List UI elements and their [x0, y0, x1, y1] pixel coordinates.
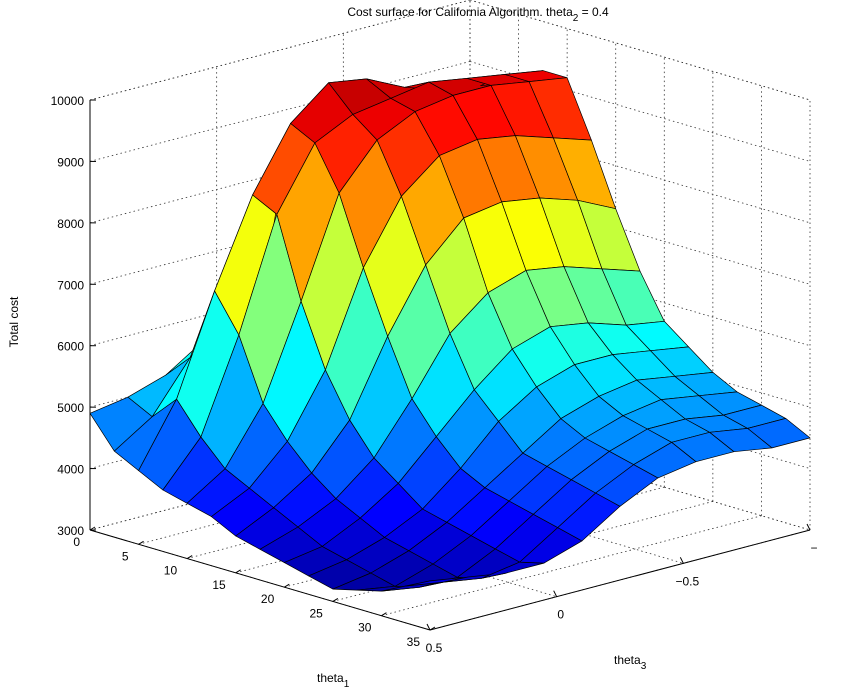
z-tick-label: 4000 — [57, 463, 84, 477]
z-tick-label: 10000 — [51, 94, 85, 108]
y-axis-label: theta3 — [614, 653, 647, 672]
tick-labels: 3000 4000 5000 6000 7000 8000 9000 10000 0 5 10 15 2… — [51, 94, 818, 655]
surface-patch — [747, 418, 811, 449]
surface-mesh — [89, 70, 811, 592]
y-tick-mark — [806, 523, 811, 531]
y-tick-label: −0.5 — [675, 574, 699, 588]
chart-title: Cost surface for California Algorithm. t… — [347, 5, 609, 24]
x-tick-label: 30 — [358, 621, 372, 635]
x-tick-mark — [332, 597, 339, 602]
z-tick-label: 7000 — [57, 278, 84, 292]
y-axis-line — [429, 529, 811, 631]
x-tick-label: 20 — [261, 592, 275, 606]
top-back-edge — [469, 0, 811, 101]
x-tick-mark — [138, 540, 144, 545]
x-tick-mark — [186, 555, 193, 560]
axes-frame — [89, 99, 811, 631]
y-tick-mark — [679, 557, 684, 564]
x-tick-label: 25 — [309, 606, 323, 620]
y-tick-mark — [553, 590, 558, 597]
x-tick-label: 35 — [407, 635, 421, 649]
y-tick-label: 0.5 — [426, 641, 443, 655]
x-tick-label: 5 — [122, 549, 129, 563]
z-tick-label: 3000 — [57, 524, 84, 538]
y-tick-mark — [426, 623, 431, 631]
x-axis-label: theta1 — [317, 671, 350, 690]
x-tick-mark — [381, 612, 387, 617]
x-tick-label: 10 — [164, 564, 178, 578]
y-tick-label: 0 — [557, 608, 564, 622]
z-axis-label: Total cost — [7, 296, 21, 347]
x-tick-label: 0 — [73, 535, 80, 549]
z-tick-label: 9000 — [57, 155, 84, 169]
z-tick-label: 5000 — [57, 401, 84, 415]
x-tick-mark — [429, 626, 436, 631]
x-tick-mark — [235, 569, 241, 574]
x-tick-label: 15 — [212, 578, 226, 592]
z-tick-label: 6000 — [57, 340, 84, 354]
z-tick-label: 8000 — [57, 217, 84, 231]
x-tick-mark — [89, 526, 96, 531]
y-tick-label: − — [810, 541, 817, 555]
x-tick-mark — [284, 583, 290, 588]
x-axis-line — [89, 529, 431, 631]
